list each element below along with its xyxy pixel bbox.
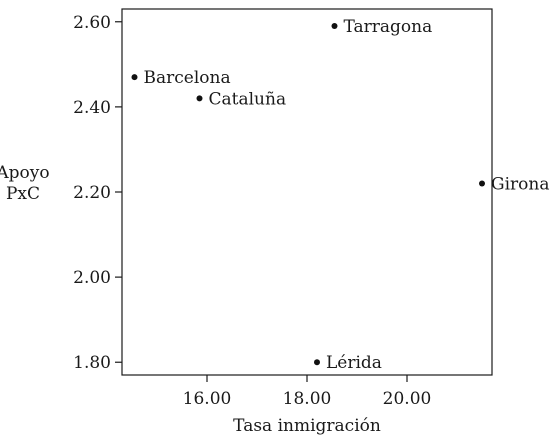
y-tick-label: 2.20	[73, 183, 111, 203]
data-point	[331, 23, 338, 30]
point-label: Lérida	[326, 353, 382, 373]
point-label: Cataluña	[209, 89, 287, 109]
x-axis-label: Tasa inmigración	[233, 416, 381, 436]
y-tick-label: 2.60	[73, 13, 111, 33]
y-axis-label-line-2: PxC	[6, 184, 40, 204]
data-point	[314, 359, 320, 366]
x-tick-label: 16.00	[183, 389, 232, 409]
y-axis: 1.80 2.00 2.20 2.40 2.60	[73, 13, 122, 373]
point-label: Girona	[491, 174, 549, 194]
y-tick-label: 1.80	[73, 353, 111, 373]
point-label: Tarragona	[344, 17, 433, 37]
data-point	[479, 180, 485, 187]
data-point	[131, 74, 138, 81]
x-tick-label: 20.00	[383, 389, 432, 409]
x-axis: 16.00 18.00 20.00	[183, 375, 432, 409]
point-label: Barcelona	[144, 68, 231, 88]
y-tick-label: 2.00	[73, 268, 111, 288]
y-tick-label: 2.40	[73, 98, 111, 118]
x-tick-label: 18.00	[283, 389, 332, 409]
data-point	[196, 95, 203, 102]
y-axis-label-line-1: Apoyo	[0, 163, 50, 183]
plot-frame	[121, 8, 493, 376]
